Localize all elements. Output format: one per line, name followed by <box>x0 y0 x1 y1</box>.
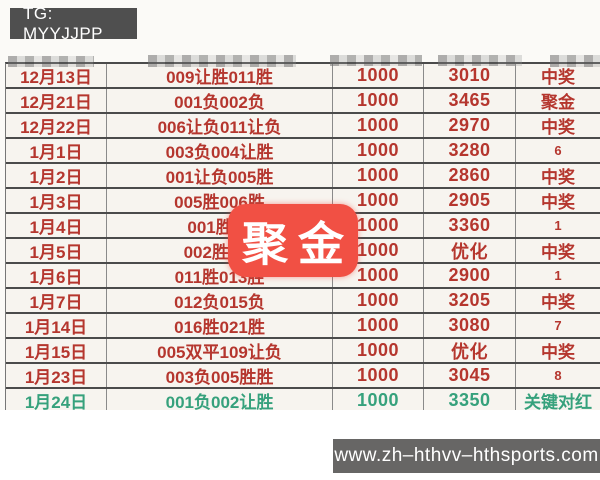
jujin-stamp-text: 聚金 <box>242 217 354 270</box>
cell-stake: 1000 <box>333 339 424 362</box>
cell-picks: 003负004让胜 <box>107 139 333 162</box>
cell-date: 1月1日 <box>6 139 107 162</box>
cell-date: 1月6日 <box>6 264 107 287</box>
cell-stake: 1000 <box>333 64 424 87</box>
cell-picks: 001让负005胜 <box>107 164 333 187</box>
censor-smudge <box>550 55 600 67</box>
cell-status: 关键对红 <box>524 393 592 412</box>
cell-date: 1月4日 <box>6 214 107 237</box>
cell-date: 1月23日 <box>6 364 107 387</box>
cell-status: 中奖 <box>541 193 575 212</box>
cell-status: 中奖 <box>541 168 575 187</box>
table-row: 1月14日 016胜021胜 1000 3080 7 <box>6 314 600 339</box>
censor-smudge <box>148 55 296 67</box>
cell-stake: 1000 <box>333 364 424 387</box>
censor-smudge <box>438 55 522 66</box>
cell-return: 2860 <box>424 164 516 187</box>
cell-date: 12月21日 <box>6 89 107 112</box>
cell-stake: 1000 <box>333 214 424 237</box>
cell-picks: 005双平109让负 <box>107 339 333 362</box>
table-row: 1月15日 005双平109让负 1000 优化 中奖 <box>6 339 600 364</box>
cell-date: 1月14日 <box>6 314 107 337</box>
cell-picks: 009让胜011胜 <box>107 64 333 87</box>
cell-return: 3350 <box>424 389 516 412</box>
cell-status: 中奖 <box>541 68 575 87</box>
cell-status: 7 <box>554 318 562 333</box>
table-row: 1月23日 003负005胜胜 1000 3045 8 <box>6 364 600 389</box>
cell-stake: 1000 <box>333 164 424 187</box>
cell-stake: 1000 <box>333 289 424 312</box>
cell-date: 12月13日 <box>6 64 107 87</box>
cell-return: 2970 <box>424 114 516 137</box>
cell-return: 3465 <box>424 89 516 112</box>
cell-stake: 1000 <box>333 189 424 212</box>
cell-stake: 1000 <box>333 264 424 287</box>
cell-status: 聚金 <box>541 93 575 112</box>
cell-return: 3045 <box>424 364 516 387</box>
cell-picks: 016胜021胜 <box>107 314 333 337</box>
website-url-text: www.zh–hthvv–hthsports.com <box>334 445 599 466</box>
cell-return: 优化 <box>424 339 516 362</box>
cell-return: 3205 <box>424 289 516 312</box>
table-row: 1月24日 001负002让胜 1000 3350 关键对红 <box>6 389 600 414</box>
cell-date: 1月24日 <box>6 389 107 412</box>
cell-stake: 1000 <box>333 139 424 162</box>
cell-picks: 003负005胜胜 <box>107 364 333 387</box>
cell-date: 12月22日 <box>6 114 107 137</box>
cell-status: 1 <box>554 268 562 283</box>
telegram-handle-badge: TG: MYYJJPP <box>10 4 137 43</box>
cell-stake: 1000 <box>333 314 424 337</box>
cell-status: 6 <box>554 143 562 158</box>
cell-stake: 1000 <box>333 89 424 112</box>
cell-status: 中奖 <box>541 343 575 362</box>
cell-picks: 012负015负 <box>107 289 333 312</box>
cell-date: 1月2日 <box>6 164 107 187</box>
table-row: 1月1日 003负004让胜 1000 3280 6 <box>6 139 600 164</box>
cell-return: 3080 <box>424 314 516 337</box>
cell-stake: 1000 <box>333 389 424 412</box>
cell-status: 中奖 <box>541 243 575 262</box>
cell-stake: 1000 <box>333 239 424 262</box>
cell-return: 3010 <box>424 64 516 87</box>
table-row: 12月22日 006让负011让负 1000 2970 中奖 <box>6 114 600 139</box>
cell-return: 2905 <box>424 189 516 212</box>
table-row: 1月7日 012负015负 1000 3205 中奖 <box>6 289 600 314</box>
cell-status: 8 <box>554 368 562 383</box>
cell-date: 1月7日 <box>6 289 107 312</box>
cell-picks: 001负002让胜 <box>107 389 333 412</box>
telegram-handle-text: TG: MYYJJPP <box>23 3 104 43</box>
table-row: 1月2日 001让负005胜 1000 2860 中奖 <box>6 164 600 189</box>
table-row: 12月21日 001负002负 1000 3465 聚金 <box>6 89 600 114</box>
cell-return: 2900 <box>424 264 516 287</box>
jujin-stamp: 聚金 <box>228 204 358 277</box>
cell-return: 3360 <box>424 214 516 237</box>
cell-status: 中奖 <box>541 118 575 137</box>
cell-return: 优化 <box>424 239 516 262</box>
cell-picks: 001负002负 <box>107 89 333 112</box>
cell-status: 中奖 <box>541 293 575 312</box>
cell-picks: 006让负011让负 <box>107 114 333 137</box>
censor-smudge <box>8 56 94 67</box>
website-url-badge: www.zh–hthvv–hthsports.com <box>333 439 600 473</box>
cell-status: 1 <box>554 218 562 233</box>
cell-date: 1月3日 <box>6 189 107 212</box>
table-row: 12月13日 009让胜011胜 1000 3010 中奖 <box>6 64 600 89</box>
cell-date: 1月5日 <box>6 239 107 262</box>
cell-date: 1月15日 <box>6 339 107 362</box>
cell-return: 3280 <box>424 139 516 162</box>
censor-smudge <box>330 55 422 66</box>
cell-stake: 1000 <box>333 114 424 137</box>
